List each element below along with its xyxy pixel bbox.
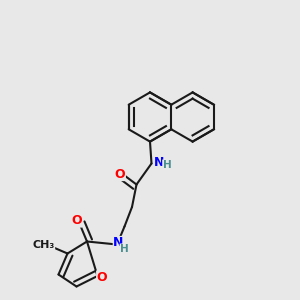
Text: N: N: [113, 236, 124, 250]
Text: CH₃: CH₃: [32, 239, 55, 250]
Text: H: H: [163, 160, 172, 170]
Text: O: O: [97, 271, 107, 284]
Text: N: N: [154, 155, 164, 169]
Text: O: O: [71, 214, 82, 227]
Text: H: H: [120, 244, 129, 254]
Text: O: O: [115, 167, 125, 181]
